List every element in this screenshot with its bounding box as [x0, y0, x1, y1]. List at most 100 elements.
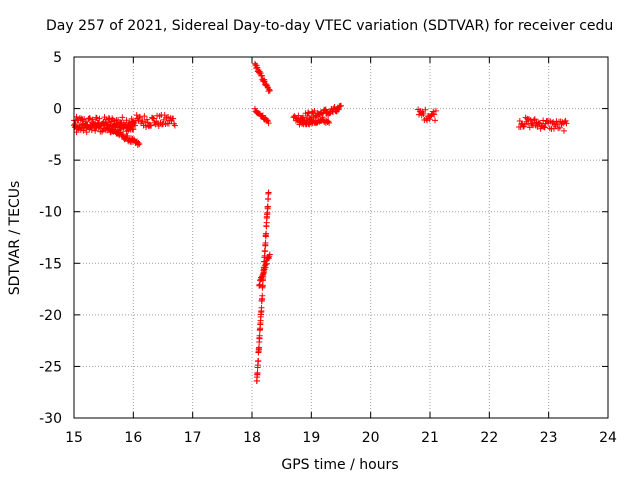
data-point — [83, 129, 90, 136]
data-point — [144, 119, 151, 126]
data-point — [98, 121, 105, 128]
data-point — [143, 124, 150, 131]
data-point — [540, 123, 547, 130]
y-tick-label: -20 — [39, 308, 62, 324]
data-point — [431, 111, 438, 118]
x-axis-label: GPS time / hours — [281, 457, 399, 473]
data-point — [331, 104, 338, 111]
data-point — [254, 64, 261, 71]
data-point — [259, 112, 266, 119]
data-point — [432, 117, 439, 124]
data-point — [154, 120, 161, 127]
data-point — [305, 110, 312, 117]
data-point — [73, 113, 80, 120]
y-tick-label: -10 — [39, 205, 62, 221]
data-point — [130, 126, 137, 133]
y-tick-label: 0 — [53, 102, 62, 118]
data-point — [148, 122, 155, 129]
data-point — [262, 248, 269, 255]
data-point — [98, 128, 105, 135]
x-tick-label: 23 — [540, 430, 558, 446]
data-point — [93, 115, 100, 122]
data-point — [95, 124, 102, 131]
data-point — [80, 127, 87, 134]
data-point — [416, 111, 423, 118]
data-point — [265, 120, 272, 127]
data-point — [526, 124, 533, 131]
data-point — [534, 123, 541, 130]
data-point — [90, 121, 97, 128]
data-point — [142, 119, 149, 126]
data-point — [256, 332, 263, 339]
data-point — [428, 112, 435, 119]
x-tick-label: 18 — [243, 430, 261, 446]
data-point — [113, 122, 120, 129]
data-point — [424, 117, 431, 124]
data-point — [92, 127, 99, 134]
data-point — [563, 120, 570, 127]
data-point — [87, 115, 94, 122]
data-point — [420, 110, 427, 117]
data-point — [256, 344, 263, 351]
data-point — [152, 121, 159, 128]
data-point — [132, 122, 139, 129]
x-tick-label: 20 — [362, 430, 380, 446]
data-point — [266, 86, 273, 93]
data-point — [266, 87, 273, 94]
x-tick-label: 16 — [124, 430, 142, 446]
data-point — [326, 119, 333, 126]
data-point — [264, 117, 271, 124]
data-points — [71, 60, 570, 385]
x-tick-label: 24 — [599, 430, 617, 446]
data-point — [119, 131, 126, 138]
data-point — [255, 357, 262, 364]
data-point — [165, 120, 172, 127]
y-tick-label: -5 — [48, 153, 62, 169]
axis-ticks: 15 16 17 18 19 20 21 22 23 24 5 0 -5 -10 -15 -20 -25 -30 — [39, 50, 617, 446]
data-point — [141, 113, 148, 120]
data-point — [432, 107, 439, 114]
data-point — [263, 81, 270, 88]
data-point — [171, 122, 178, 129]
y-tick-label: -25 — [39, 359, 62, 375]
data-point — [265, 196, 272, 203]
y-tick-label: 5 — [53, 50, 62, 66]
x-tick-label: 15 — [65, 430, 83, 446]
data-point — [311, 107, 318, 114]
data-point — [258, 72, 265, 79]
data-point — [556, 124, 563, 131]
data-point — [529, 120, 536, 127]
data-point — [170, 115, 177, 122]
data-point — [266, 251, 273, 258]
x-tick-label: 17 — [184, 430, 202, 446]
y-tick-label: -15 — [39, 256, 62, 272]
data-point — [96, 115, 103, 122]
data-point — [119, 114, 126, 121]
data-point — [143, 116, 150, 123]
data-point — [295, 112, 302, 119]
data-point — [89, 116, 96, 123]
x-tick-label: 19 — [302, 430, 320, 446]
data-point — [165, 114, 172, 121]
data-point — [115, 116, 122, 123]
data-point — [335, 106, 342, 113]
y-tick-label: -30 — [39, 411, 62, 427]
data-point — [137, 114, 144, 121]
data-point — [135, 139, 142, 146]
data-point — [338, 102, 344, 109]
data-point — [541, 124, 548, 131]
data-point — [262, 240, 269, 247]
data-point — [155, 122, 162, 129]
x-tick-label: 21 — [421, 430, 439, 446]
data-point — [254, 369, 261, 376]
data-point — [264, 203, 271, 210]
data-point — [560, 127, 567, 134]
data-point — [430, 108, 437, 115]
data-point — [150, 115, 157, 122]
data-point — [263, 230, 270, 237]
data-point — [73, 129, 80, 136]
chart-title: Day 257 of 2021, Sidereal Day-to-day VTE… — [46, 18, 614, 34]
data-point — [103, 116, 110, 123]
data-point — [426, 116, 433, 123]
data-point — [259, 292, 266, 299]
